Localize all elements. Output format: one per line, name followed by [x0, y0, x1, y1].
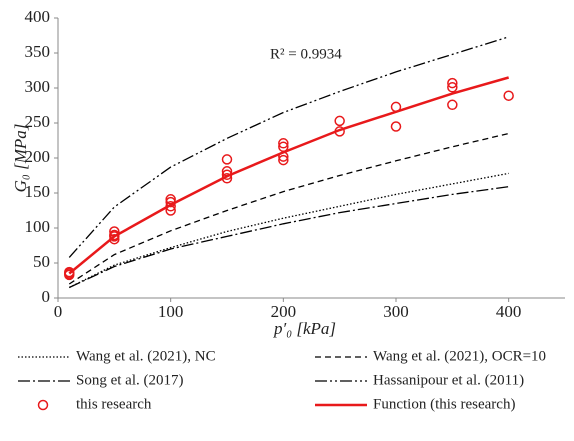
y-tick-label: 400	[25, 7, 51, 26]
data-point	[64, 268, 75, 279]
data-point	[109, 231, 120, 242]
y-tick-label: 150	[25, 182, 51, 201]
series-line	[68, 132, 509, 285]
y-tick-label: 350	[25, 42, 51, 61]
x-tick-label: 400	[496, 302, 522, 321]
data-point	[390, 121, 402, 132]
data-point	[447, 82, 458, 93]
y-tick-label: 50	[33, 252, 50, 271]
legend-label: Song et al. (2017)	[76, 372, 183, 388]
series-line	[68, 36, 509, 258]
y-tick-label: 100	[25, 217, 51, 236]
y-tick-label: 300	[25, 77, 51, 96]
y-axis-label: G₀ [MPa]	[11, 124, 30, 193]
data-point	[278, 138, 289, 149]
x-tick-label: 100	[158, 302, 184, 321]
data-point	[447, 77, 458, 89]
legend-label: Wang et al. (2021), OCR=10	[373, 348, 546, 364]
data-point	[221, 154, 233, 165]
legend-label: Wang et al. (2021), NC	[76, 348, 216, 364]
series-line	[68, 76, 510, 275]
series-line	[68, 186, 509, 289]
data-point	[278, 154, 289, 166]
data-point	[334, 115, 345, 127]
series-line	[68, 172, 509, 289]
data-point	[503, 90, 514, 101]
legend-label: Hassanipour et al. (2011)	[373, 372, 524, 388]
y-tick-label: 0	[42, 287, 51, 306]
legend-marker	[37, 399, 49, 411]
legend-label: Function (this research)	[373, 396, 515, 412]
x-axis-label: p′₀ [kPa]	[273, 319, 336, 338]
data-point	[447, 99, 458, 111]
y-tick-label: 200	[25, 147, 51, 166]
legend-label: this research	[76, 396, 152, 412]
x-tick-label: 300	[383, 302, 409, 321]
y-tick-label: 250	[25, 112, 51, 131]
annotation: R² = 0.9934	[270, 46, 342, 62]
x-tick-label: 200	[271, 302, 297, 321]
x-tick-label: 0	[54, 302, 63, 321]
